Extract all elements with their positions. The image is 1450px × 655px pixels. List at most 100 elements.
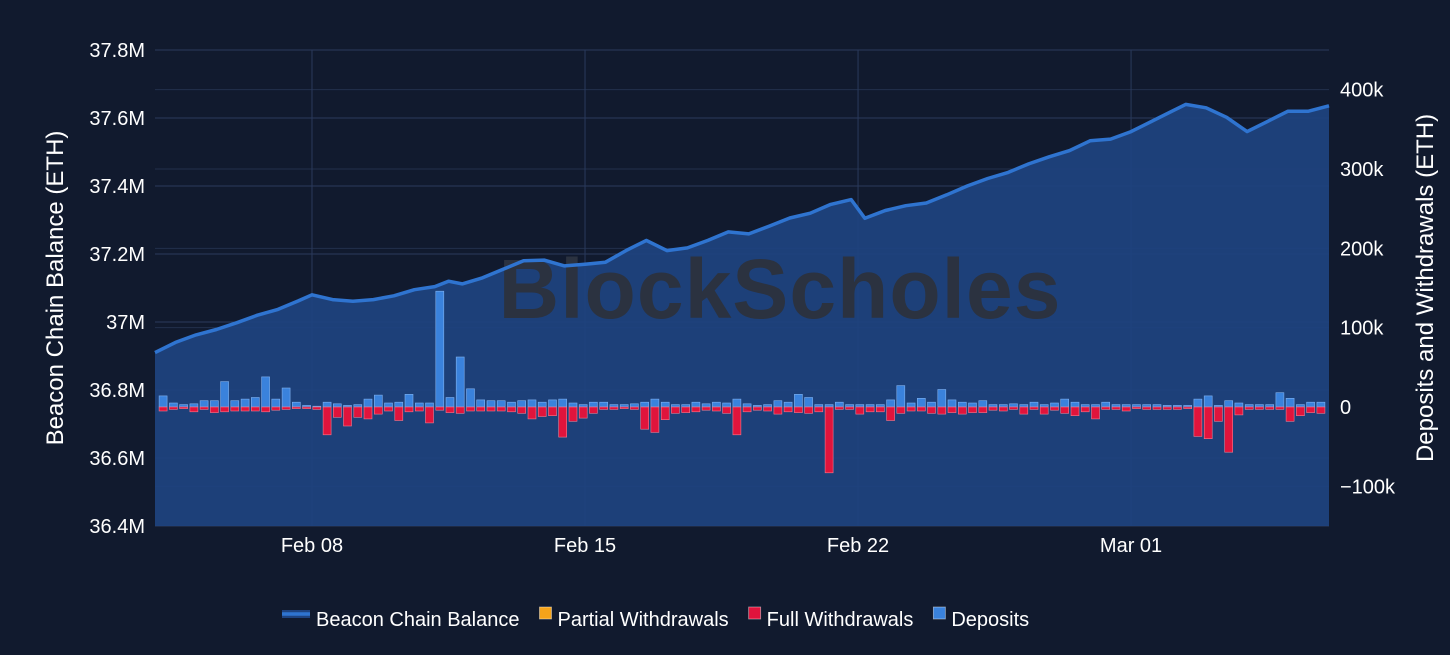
deposit-bar bbox=[875, 404, 885, 408]
deposit-bar bbox=[773, 400, 783, 408]
full-withdrawal-bar bbox=[394, 406, 404, 421]
deposit-bar bbox=[220, 381, 229, 408]
full-withdrawal-bar bbox=[691, 406, 701, 413]
full-withdrawal-bar bbox=[783, 406, 793, 413]
full-withdrawal-bar bbox=[1091, 406, 1100, 420]
full-withdrawal-bar bbox=[220, 406, 229, 413]
left-axis-ticks: 36.4M 36.6M 36.8M 37M 37.2M 37.4M 37.6M 37.8M bbox=[89, 40, 145, 538]
full-withdrawal-bar bbox=[466, 406, 475, 412]
deposit-bar bbox=[261, 376, 270, 408]
deposit-bar bbox=[1101, 401, 1110, 408]
deposit-bar bbox=[824, 404, 834, 408]
deposit-bar bbox=[855, 404, 865, 408]
full-withdrawal-bar bbox=[978, 406, 988, 413]
deposit-bar bbox=[1244, 404, 1254, 408]
deposit-bar bbox=[609, 404, 619, 408]
legend-item: Partial Withdrawals bbox=[539, 606, 729, 631]
full-withdrawal-bar bbox=[312, 406, 322, 410]
full-withdrawal-bar bbox=[1255, 406, 1264, 410]
full-withdrawal-bar bbox=[363, 406, 373, 420]
full-withdrawal-bar bbox=[845, 406, 854, 410]
deposit-bar bbox=[158, 395, 168, 408]
deposit-bar bbox=[630, 403, 639, 408]
deposit-bar bbox=[1080, 404, 1090, 408]
full-withdrawal-bar bbox=[384, 406, 393, 412]
deposit-bar bbox=[537, 401, 547, 408]
x-tick-label: Feb 15 bbox=[554, 535, 616, 557]
deposit-bar bbox=[517, 400, 527, 408]
deposit-bar bbox=[425, 402, 434, 408]
full-withdrawal-bar bbox=[906, 406, 916, 412]
left-tick-label: 37.8M bbox=[89, 40, 145, 62]
full-withdrawal-bar bbox=[291, 406, 301, 409]
full-withdrawal-bar bbox=[435, 406, 445, 411]
full-withdrawal-bar bbox=[476, 406, 486, 412]
deposit-bar bbox=[691, 401, 701, 408]
full-withdrawal-bar bbox=[1029, 406, 1039, 410]
full-withdrawal-bar bbox=[240, 406, 250, 412]
full-withdrawal-bar bbox=[1039, 406, 1049, 415]
deposit-bar bbox=[1142, 404, 1151, 408]
deposit-bar bbox=[1224, 400, 1233, 408]
full-withdrawal-bar bbox=[1275, 406, 1285, 410]
deposit-bar bbox=[886, 399, 895, 408]
deposit-bar bbox=[978, 400, 988, 408]
full-withdrawal-bar bbox=[537, 406, 547, 417]
deposit-bar bbox=[476, 399, 486, 408]
full-withdrawal-bar bbox=[957, 406, 967, 415]
right-axis-ticks: −100k 0 100k 200k 300k 400k bbox=[1340, 80, 1396, 499]
full-withdrawal-bar bbox=[496, 406, 506, 412]
full-withdrawal-bar bbox=[507, 406, 516, 413]
deposit-bar bbox=[968, 402, 977, 408]
deposit-bar bbox=[1019, 404, 1029, 408]
deposit-bar bbox=[189, 403, 199, 408]
deposit-bar bbox=[896, 385, 906, 408]
full-withdrawal-bar bbox=[404, 406, 414, 413]
deposit-bar bbox=[271, 398, 281, 408]
deposit-bar bbox=[947, 399, 957, 408]
full-withdrawal-bar bbox=[804, 406, 813, 414]
deposit-bar bbox=[455, 356, 465, 408]
deposit-bar bbox=[1091, 404, 1100, 408]
full-withdrawal-bar bbox=[875, 406, 885, 413]
deposit-bar bbox=[507, 401, 516, 408]
legend-swatch bbox=[539, 606, 552, 620]
left-tick-label: 36.6M bbox=[89, 448, 145, 470]
deposit-bar bbox=[589, 401, 598, 408]
legend-label: Partial Withdrawals bbox=[557, 609, 728, 631]
full-withdrawal-bar bbox=[517, 406, 527, 414]
deposit-bar bbox=[814, 404, 824, 408]
deposit-bar bbox=[732, 398, 742, 408]
full-withdrawal-bar bbox=[927, 406, 936, 414]
full-withdrawal-bar bbox=[681, 406, 691, 413]
deposit-bar bbox=[1255, 404, 1264, 408]
deposit-bar bbox=[701, 403, 711, 408]
full-withdrawal-bar bbox=[1234, 406, 1244, 416]
full-withdrawal-bar bbox=[794, 406, 803, 413]
full-withdrawal-bar bbox=[916, 406, 926, 412]
balance-line bbox=[154, 102, 1330, 355]
x-axis-ticks: Feb 08 Feb 15 Feb 22 Mar 01 bbox=[281, 535, 1162, 557]
full-withdrawal-bar bbox=[937, 406, 947, 415]
full-withdrawal-bar bbox=[742, 406, 752, 413]
deposit-bar bbox=[291, 401, 301, 408]
full-withdrawal-bar bbox=[998, 406, 1008, 412]
full-withdrawal-bar bbox=[251, 406, 260, 412]
watermark-text: BlockScholes bbox=[499, 242, 1062, 336]
full-withdrawal-bar bbox=[701, 406, 711, 411]
full-withdrawal-bar bbox=[414, 406, 424, 412]
full-withdrawal-bar bbox=[169, 406, 178, 410]
full-withdrawal-bar bbox=[773, 406, 783, 415]
deposit-bar bbox=[660, 401, 670, 408]
legend-item: Full Withdrawals bbox=[748, 606, 914, 631]
deposit-bar bbox=[783, 401, 793, 408]
deposit-bar bbox=[681, 404, 691, 408]
deposit-bar bbox=[527, 399, 537, 408]
deposit-bar bbox=[1070, 401, 1080, 408]
legend-label: Full Withdrawals bbox=[767, 609, 914, 631]
full-withdrawal-bar bbox=[763, 406, 772, 412]
full-withdrawal-bar bbox=[302, 406, 311, 409]
full-withdrawal-bar bbox=[640, 406, 650, 430]
deposit-bar bbox=[414, 402, 424, 408]
